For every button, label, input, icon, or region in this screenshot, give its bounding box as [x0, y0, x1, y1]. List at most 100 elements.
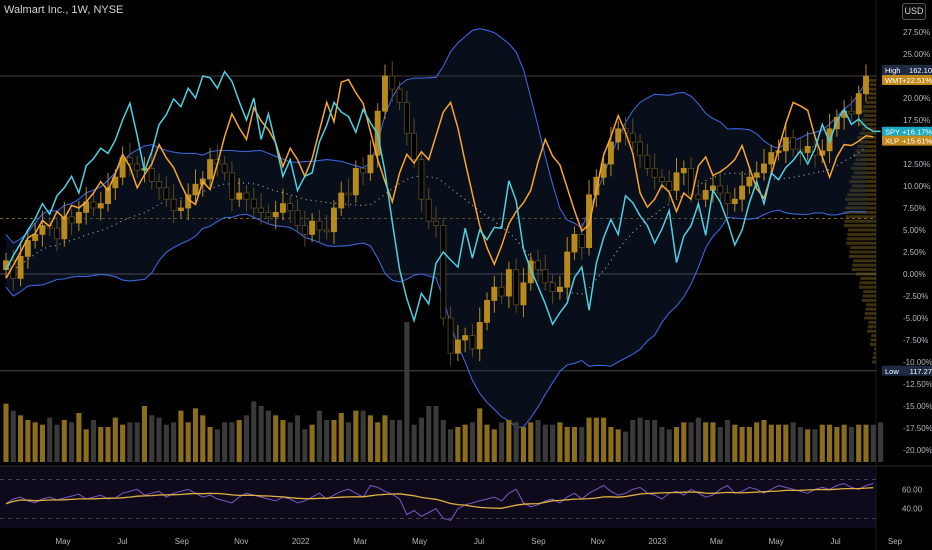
volume-bar: [47, 417, 53, 462]
x-tick-label: May: [412, 537, 427, 546]
y-tick-label: 0.00%: [903, 270, 926, 279]
candle-body: [433, 220, 439, 226]
candle-body: [651, 167, 658, 178]
candle-body: [272, 211, 279, 218]
volume-bar: [112, 417, 118, 462]
price-tag-value: 162.10: [909, 66, 932, 75]
price-tags: High 162.10 WMT +22.51% SPY +16.17%XLP +15.61%…: [882, 65, 932, 376]
volume-bar: [652, 420, 658, 462]
bollinger-upper: [5, 28, 867, 244]
volume-bar: [710, 422, 716, 462]
volume-bar: [345, 422, 352, 462]
volume-bar: [856, 424, 862, 462]
volume-bar: [120, 424, 126, 462]
volume-bar: [382, 415, 388, 462]
spy-line: [5, 70, 881, 326]
price-tag-spy: [882, 126, 932, 137]
volume-bar: [477, 408, 483, 462]
candle-body: [411, 132, 418, 160]
candle-body: [367, 154, 374, 174]
volume-bar: [207, 427, 213, 462]
candle-body: [505, 269, 512, 297]
candle-body: [491, 286, 498, 301]
x-tick-label: Nov: [234, 537, 248, 546]
candle-body: [301, 225, 308, 235]
candle-body: [812, 145, 818, 156]
candle-body: [279, 203, 286, 213]
volume-profile-bar: [853, 153, 876, 157]
candle-body: [644, 154, 651, 169]
candle-body: [607, 141, 614, 165]
volume-profile: [843, 78, 876, 364]
volume-bar: [360, 410, 366, 462]
price-tag-xlp: [882, 135, 932, 146]
volume-bar: [105, 427, 111, 462]
candle-body: [170, 198, 177, 212]
candle-body: [498, 286, 505, 297]
volume-bar: [768, 424, 774, 462]
candle-body: [68, 216, 75, 224]
volume-bar: [579, 427, 585, 462]
y-tick-label: 5.00%: [903, 226, 926, 235]
candle-body: [746, 176, 753, 187]
candle-body: [61, 216, 68, 240]
x-tick-label: Mar: [353, 537, 367, 546]
currency-button[interactable]: USD: [902, 3, 926, 20]
candle-body: [673, 172, 680, 191]
candle-body: [571, 233, 578, 253]
volume-bar: [601, 417, 607, 462]
x-tick-label: Nov: [591, 537, 605, 546]
volume-bar: [229, 422, 235, 462]
volume-bar: [273, 415, 279, 462]
candle-body: [731, 198, 738, 204]
volume-bar: [141, 406, 148, 462]
candle-body: [658, 176, 665, 182]
candle-body: [717, 185, 724, 194]
volume-profile-bar: [873, 351, 876, 355]
volume-profile-bar: [872, 360, 876, 364]
candle-body: [294, 210, 301, 226]
volume-profile-bar: [845, 206, 876, 210]
candle-body: [469, 335, 476, 350]
candle-body: [724, 192, 731, 204]
candle-body: [382, 75, 388, 112]
volume-bar: [819, 424, 825, 462]
volume-bar: [338, 413, 344, 462]
y-tick-label: -12.50%: [903, 380, 932, 389]
volume-profile-bar: [869, 83, 876, 87]
rsi-tick-label: 60.00: [902, 485, 923, 494]
volume-bar: [571, 427, 578, 462]
volume-bar: [411, 424, 417, 462]
candle-body: [345, 192, 352, 196]
candle-body: [615, 128, 622, 143]
volume-bar: [83, 429, 89, 462]
volume-profile-bar: [868, 320, 876, 324]
y-axis: 27.50%25.00%22.50%20.00%17.50%15.00%12.5…: [903, 28, 932, 455]
candle-body: [586, 194, 593, 249]
candle-body: [556, 286, 563, 293]
volume-bar: [243, 415, 250, 462]
volume-bar: [754, 422, 760, 462]
volume-bar: [192, 408, 199, 462]
volume-profile-bar: [853, 259, 876, 263]
volume-profile-bar: [866, 303, 876, 307]
volume-profile-bar: [870, 338, 876, 342]
candle-body: [148, 167, 155, 182]
volume-profile-bar: [843, 224, 876, 228]
volume-bar: [688, 422, 694, 462]
candle-body: [768, 152, 775, 165]
volume-bar: [775, 424, 782, 462]
volume-profile-bar: [857, 136, 876, 140]
y-tick-label: -17.50%: [903, 424, 932, 433]
candle-body: [192, 183, 199, 196]
volume-bar: [761, 420, 767, 462]
price-tag-low: [882, 365, 932, 376]
candle-body: [564, 251, 571, 288]
volume-profile-bar: [865, 92, 876, 96]
price-tag-name: SPY: [885, 128, 900, 137]
price-tag-value: +15.61%: [902, 137, 932, 146]
candle-body: [97, 203, 104, 209]
volume-profile-bar: [849, 250, 876, 254]
volume-bar: [746, 427, 752, 462]
